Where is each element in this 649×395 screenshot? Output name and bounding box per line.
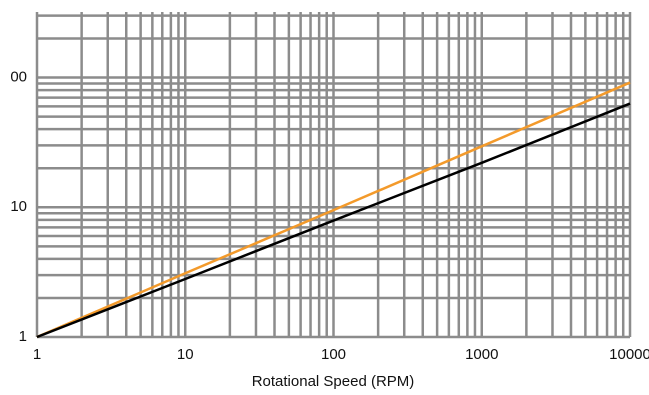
series-line <box>36 81 631 339</box>
x-tick-label: 10 <box>177 346 194 363</box>
y-tick-label: 00 <box>10 69 27 86</box>
y-tick-label: 1 <box>19 328 27 345</box>
grid <box>35 12 632 339</box>
x-tick-label: 100 <box>321 346 346 363</box>
x-tick-label: 10000 <box>609 346 649 363</box>
x-tick-label: 1000 <box>465 346 498 363</box>
y-tick-label: 10 <box>10 198 27 215</box>
x-axis-title: Rotational Speed (RPM) <box>252 373 415 390</box>
x-tick-label: 1 <box>33 346 41 363</box>
series-line <box>36 102 631 339</box>
